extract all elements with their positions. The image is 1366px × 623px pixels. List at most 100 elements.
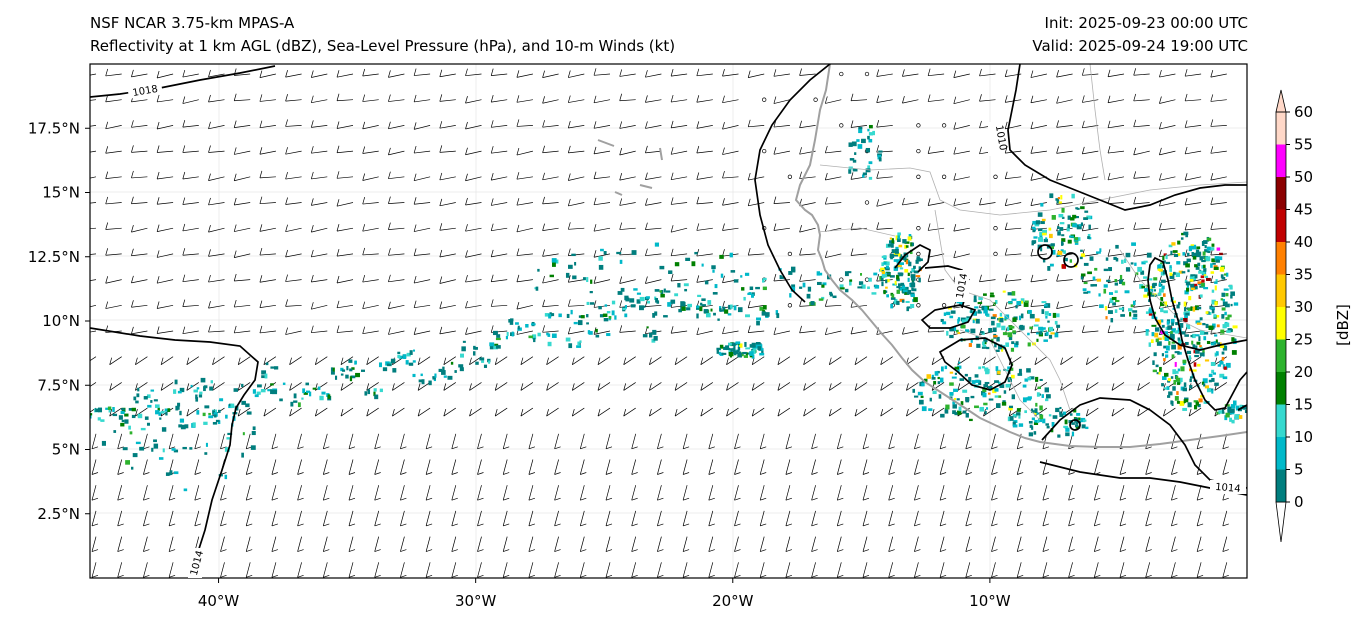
wind-barb [836, 485, 844, 501]
reflectivity-cell [1016, 301, 1022, 306]
wind-barb [1081, 172, 1099, 181]
reflectivity-cell [241, 383, 244, 387]
wind-barb [1222, 562, 1229, 578]
reflectivity-cell [566, 313, 570, 318]
reflectivity-cell [1024, 378, 1029, 382]
wind-barb [400, 459, 407, 475]
reflectivity-cell [460, 353, 464, 358]
reflectivity-cell [878, 150, 883, 153]
wind-barb [502, 536, 510, 552]
reflectivity-cell [1110, 318, 1114, 323]
reflectivity-cell [155, 410, 160, 415]
reflectivity-cell [907, 236, 912, 241]
wind-barb [233, 93, 251, 102]
reflectivity-cell [694, 251, 698, 255]
reflectivity-cell [946, 311, 951, 316]
reflectivity-cell [549, 274, 554, 278]
reflectivity-cell [385, 361, 390, 366]
reflectivity-cell [976, 343, 981, 348]
wind-barb [220, 510, 227, 527]
reflectivity-cell [212, 410, 215, 415]
reflectivity-cell [196, 387, 200, 390]
reflectivity-cell [190, 384, 193, 388]
wind-barb [1068, 485, 1075, 501]
reflectivity-cell [1211, 369, 1215, 374]
reflectivity-cell [1230, 404, 1236, 409]
colorbar-unit-label: [dBZ] [1334, 304, 1352, 346]
reflectivity-cell [988, 328, 993, 333]
reflectivity-cell [1148, 309, 1154, 314]
reflectivity-cell [224, 474, 228, 480]
reflectivity-cell [533, 337, 536, 343]
reflectivity-cell [178, 424, 183, 428]
wind-barb [90, 227, 97, 229]
reflectivity-cell [614, 315, 617, 320]
reflectivity-cell [921, 406, 927, 412]
reflectivity-cell [848, 169, 852, 174]
reflectivity-cell [915, 259, 919, 264]
reflectivity-cell [1225, 412, 1230, 418]
reflectivity-cell [704, 280, 709, 285]
reflectivity-cell [1059, 227, 1064, 231]
reflectivity-cell [203, 385, 208, 389]
reflectivity-cell [1029, 376, 1035, 380]
reflectivity-cell [737, 346, 741, 351]
wind-barb [1137, 382, 1150, 391]
reflectivity-cell [1051, 215, 1056, 220]
reflectivity-cell [1210, 342, 1215, 346]
wind-barb [1196, 536, 1204, 552]
reflectivity-cell [896, 300, 900, 305]
wind-barb [105, 196, 122, 205]
wind-barb [567, 248, 585, 256]
reflectivity-cell [1174, 330, 1180, 334]
reflectivity-cell [246, 411, 252, 415]
reflectivity-cell [1181, 232, 1186, 236]
reflectivity-cell [568, 264, 573, 269]
wind-barb [336, 70, 354, 78]
wind-barb [516, 147, 533, 156]
reflectivity-cell [1206, 237, 1212, 241]
wind-barb [979, 274, 996, 283]
reflectivity-cell [625, 297, 630, 302]
title-init-time: Init: 2025-09-23 00:00 UTC [1044, 14, 1248, 32]
reflectivity-cell [1011, 394, 1016, 400]
reflectivity-cell [956, 398, 960, 401]
reflectivity-cell [885, 265, 889, 269]
wind-barb [1159, 121, 1176, 130]
wind-barb [117, 485, 124, 501]
wind-barb [579, 433, 587, 450]
reflectivity-cell [806, 293, 811, 299]
wind-barb [1222, 433, 1229, 450]
wind-barb [631, 459, 638, 475]
wind-barb [374, 433, 381, 450]
reflectivity-cell [595, 328, 598, 333]
wind-barb [477, 536, 484, 552]
wind-barb [143, 562, 150, 578]
reflectivity-cell [1108, 267, 1113, 272]
reflectivity-cell [1167, 378, 1171, 382]
reflectivity-cell [1050, 332, 1055, 335]
reflectivity-cell [1011, 298, 1017, 301]
reflectivity-cell [345, 374, 349, 379]
wind-barb [105, 146, 122, 154]
reflectivity-cell [929, 397, 932, 402]
reflectivity-cell [1191, 252, 1197, 258]
reflectivity-cell [1002, 332, 1008, 336]
reflectivity-cell [874, 285, 880, 289]
reflectivity-cell [579, 340, 582, 343]
reflectivity-cell [908, 261, 912, 267]
wind-barb [914, 459, 921, 475]
reflectivity-cell [1220, 329, 1225, 334]
reflectivity-cell [1216, 411, 1221, 415]
reflectivity-cell [1165, 261, 1171, 265]
reflectivity-cell [1172, 386, 1176, 391]
wind-barb [542, 196, 559, 205]
wind-barb [502, 562, 510, 578]
reflectivity-cell [1219, 252, 1223, 256]
calm-wind-marker [916, 303, 921, 308]
reflectivity-cell [1034, 408, 1038, 413]
wind-barb [953, 250, 970, 259]
wind-barb [143, 510, 150, 527]
reflectivity-cell [780, 276, 785, 279]
